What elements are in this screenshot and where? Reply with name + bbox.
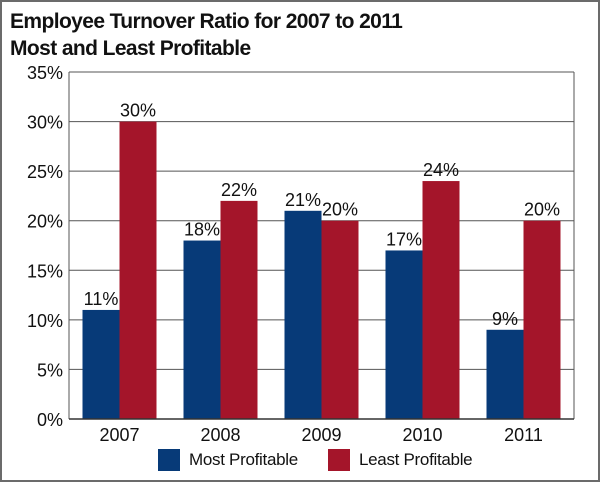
legend-swatch-least-profitable	[328, 449, 350, 471]
bar-least-profitable	[321, 220, 359, 419]
data-label: 21%	[285, 190, 321, 210]
bar-least-profitable	[220, 200, 258, 419]
chart-title-line-2: Most and Least Profitable	[10, 37, 251, 60]
x-tick-label: 2011	[504, 425, 543, 445]
bar-most-profitable	[82, 309, 120, 419]
legend-item-most-profitable: Most Profitable	[158, 448, 298, 472]
data-label: 30%	[120, 101, 156, 121]
x-tick-label: 2008	[200, 425, 240, 445]
data-label: 20%	[524, 200, 560, 220]
bar-most-profitable	[385, 250, 423, 419]
bar-least-profitable	[523, 220, 561, 419]
data-label: 9%	[492, 309, 518, 329]
legend-label-most-profitable: Most Profitable	[189, 450, 298, 469]
y-tick-label: 0%	[37, 410, 63, 430]
y-tick-label: 35%	[27, 63, 63, 83]
x-tick-label: 2009	[301, 425, 341, 445]
y-tick-label: 15%	[27, 261, 63, 281]
x-tick-label: 2007	[99, 425, 139, 445]
y-tick-label: 5%	[37, 360, 63, 380]
bar-most-profitable	[183, 240, 221, 419]
chart-legend: Most Profitable Least Profitable	[0, 448, 600, 472]
data-label: 18%	[184, 220, 220, 240]
data-label: 17%	[386, 229, 422, 249]
data-label: 24%	[423, 160, 459, 180]
bar-most-profitable	[486, 329, 524, 419]
data-label: 20%	[322, 200, 358, 220]
bar-most-profitable	[284, 210, 322, 419]
y-tick-label: 20%	[27, 212, 63, 232]
chart-title-line-1: Employee Turnover Ratio for 2007 to 2011	[10, 10, 403, 33]
legend-item-least-profitable: Least Profitable	[328, 448, 473, 472]
bar-least-profitable	[422, 181, 460, 419]
data-label: 22%	[221, 180, 257, 200]
y-tick-label: 10%	[27, 311, 63, 331]
data-label: 11%	[84, 289, 119, 309]
y-tick-label: 30%	[27, 113, 63, 133]
legend-label-least-profitable: Least Profitable	[359, 450, 473, 469]
y-tick-label: 25%	[27, 162, 63, 182]
legend-swatch-most-profitable	[158, 449, 180, 471]
chart-title: Employee Turnover Ratio for 2007 to 2011…	[10, 8, 403, 62]
bar-least-profitable	[119, 121, 157, 420]
x-tick-label: 2010	[402, 425, 442, 445]
